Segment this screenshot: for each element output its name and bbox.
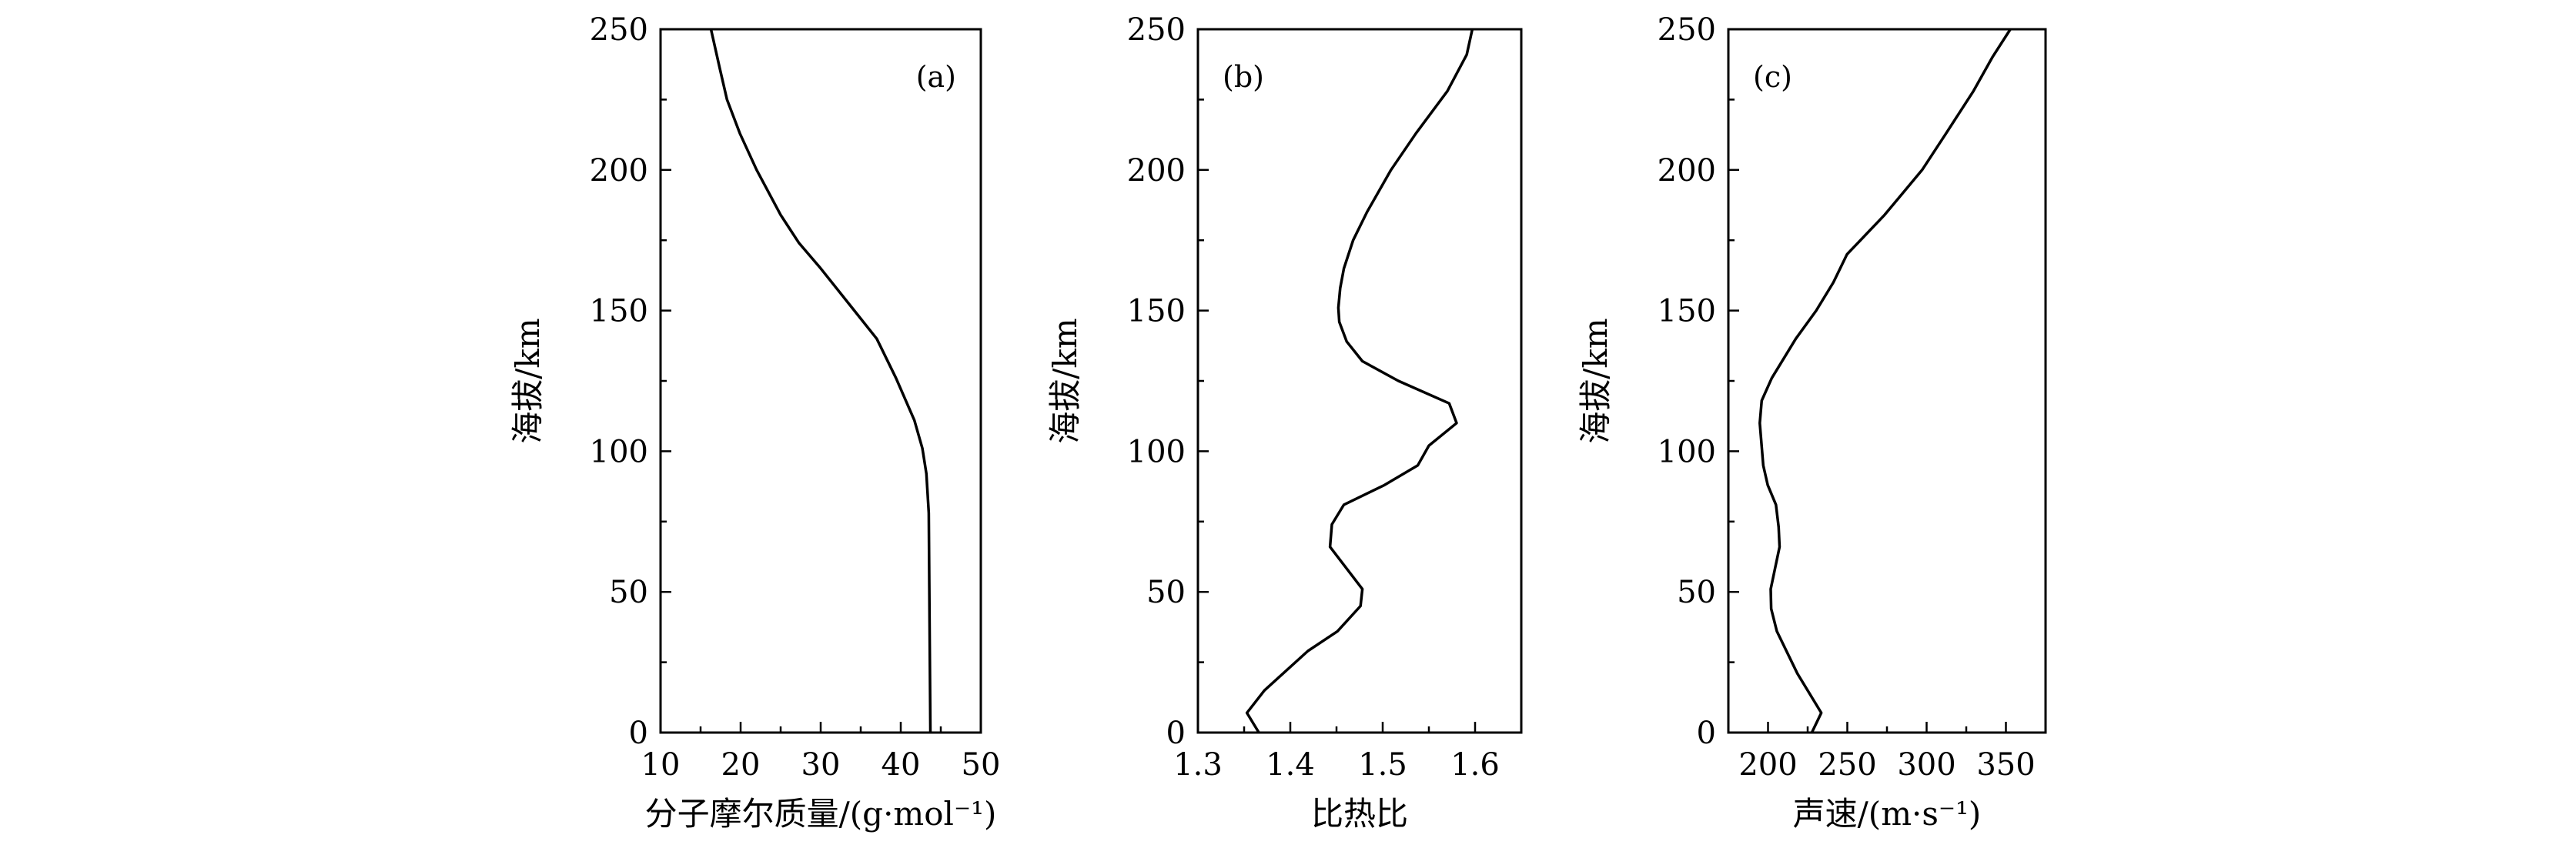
y-tick-label: 250 [1658, 12, 1716, 48]
y-axis-label: 海拔/km [509, 318, 547, 443]
x-tick-label: 10 [641, 747, 681, 783]
plot-frame [659, 28, 982, 734]
panel-a: 0 50 100 150 200 250 10 20 30 40 50 分子摩尔质量/(g·mol⁻¹… [509, 12, 1000, 833]
panel-label: (b) [1223, 60, 1264, 94]
y-tick-label: 200 [1658, 153, 1716, 189]
data-line [709, 28, 932, 733]
y-tick-label: 150 [590, 294, 648, 329]
panel-b: 0 50 100 150 200 250 1.3 1.4 1.5 1.6 比热比 海拔/km (b) [1046, 12, 1523, 833]
data-line [1758, 28, 2012, 733]
x-axis-label: 分子摩尔质量/(g·mol⁻¹) [645, 795, 997, 833]
x-axis-label: 比热比 [1311, 795, 1408, 833]
x-tick-label: 1.5 [1358, 747, 1407, 783]
y-tick-label: 50 [1677, 575, 1716, 610]
x-tick-label: 30 [801, 747, 841, 783]
panel-label: (c) [1753, 60, 1792, 94]
y-tick-label: 50 [609, 575, 648, 610]
x-tick-label: 300 [1897, 747, 1955, 783]
y-tick-label: 100 [590, 434, 648, 469]
y-tick-label: 0 [629, 716, 648, 751]
panel-c: 0 50 100 150 200 250 200 250 300 350 声速/(m·s⁻¹) 海拔/… [1577, 12, 2047, 833]
x-tick-label: 350 [1976, 747, 2035, 783]
x-tick-label: 200 [1738, 747, 1797, 783]
plot-frame [1196, 28, 1523, 734]
x-tick-label: 50 [962, 747, 1001, 783]
y-tick-label: 250 [1127, 12, 1186, 48]
x-tick-label: 1.3 [1173, 747, 1223, 783]
x-tick-label: 20 [721, 747, 761, 783]
data-line [1245, 28, 1474, 733]
x-tick-label: 1.4 [1266, 747, 1315, 783]
y-tick-label: 150 [1658, 294, 1716, 329]
y-tick-label: 150 [1127, 294, 1186, 329]
y-tick-label: 200 [1127, 153, 1186, 189]
x-tick-label: 250 [1818, 747, 1876, 783]
x-tick-label: 40 [882, 747, 921, 783]
panel-label: (a) [916, 60, 956, 94]
y-tick-label: 50 [1146, 575, 1186, 610]
x-tick-label: 1.6 [1450, 747, 1500, 783]
y-tick-label: 100 [1127, 434, 1186, 469]
y-tick-label: 100 [1658, 434, 1716, 469]
x-axis-label: 声速/(m·s⁻¹) [1793, 795, 1982, 833]
y-tick-label: 0 [1697, 716, 1716, 751]
y-axis-label: 海拔/km [1046, 318, 1084, 443]
y-tick-label: 200 [590, 153, 648, 189]
y-tick-label: 0 [1166, 716, 1186, 751]
y-axis-label: 海拔/km [1577, 318, 1614, 443]
y-tick-label: 250 [590, 12, 648, 48]
